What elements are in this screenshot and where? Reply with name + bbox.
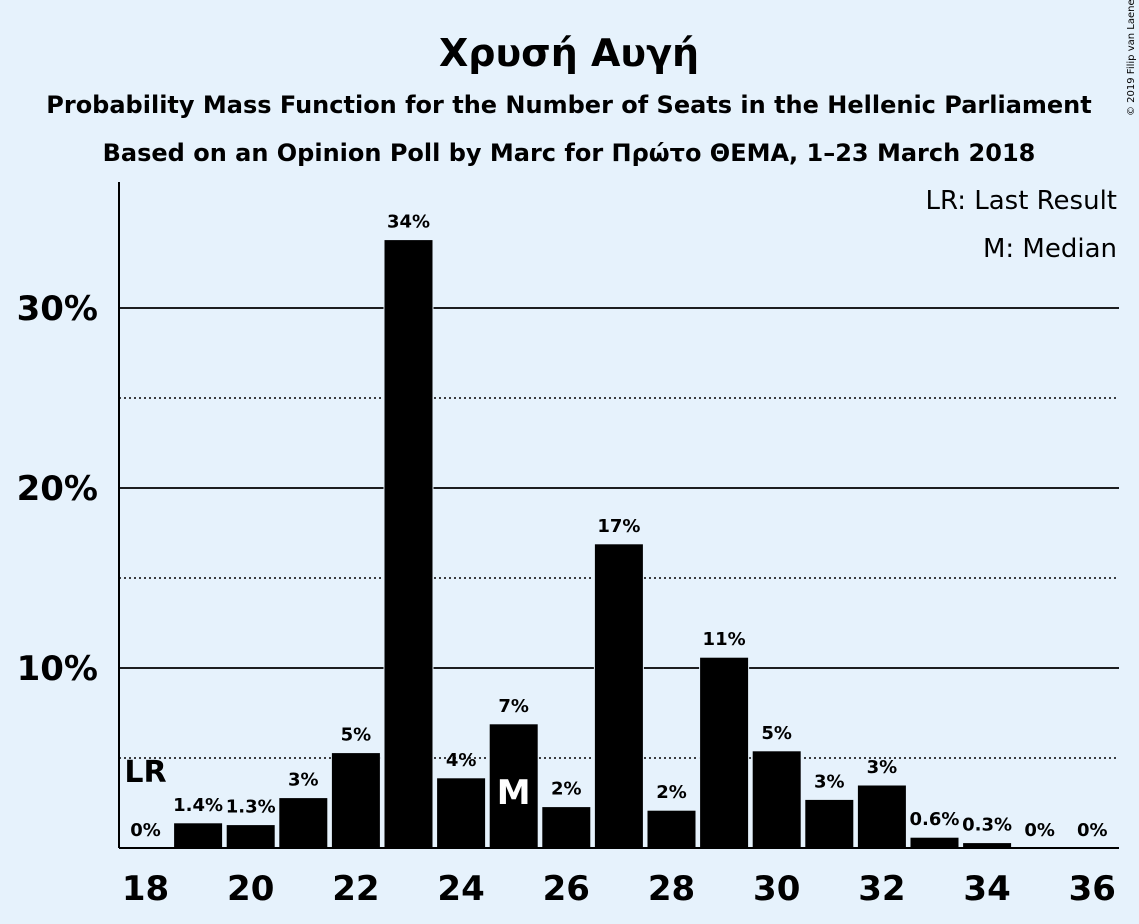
bar-label: 11% bbox=[703, 629, 746, 650]
bar-label: 1.4% bbox=[173, 795, 223, 816]
y-tick-label: 10% bbox=[17, 649, 98, 689]
bar-label: 7% bbox=[498, 696, 529, 717]
bar bbox=[225, 824, 276, 849]
bar-label: 2% bbox=[551, 779, 582, 800]
bar bbox=[488, 723, 539, 849]
bar-label: 34% bbox=[387, 212, 430, 233]
bars bbox=[173, 239, 1013, 849]
bar-label: 3% bbox=[288, 770, 319, 791]
bar bbox=[804, 798, 855, 849]
chart-subtitle-1: Probability Mass Function for the Number… bbox=[46, 91, 1091, 119]
bar-label: 0.6% bbox=[910, 809, 960, 830]
bar-label: 0.3% bbox=[962, 815, 1012, 836]
bar bbox=[278, 797, 329, 849]
y-tick-label: 30% bbox=[17, 289, 98, 329]
bar bbox=[436, 777, 487, 849]
bar bbox=[383, 239, 434, 849]
x-tick-label: 20 bbox=[227, 869, 274, 909]
bar bbox=[173, 822, 224, 849]
grid: 10% 20% 30% bbox=[17, 289, 1119, 759]
x-tick-label: 32 bbox=[858, 869, 905, 909]
bar-label: 0% bbox=[1077, 820, 1108, 841]
bar bbox=[593, 543, 644, 849]
bar bbox=[909, 836, 960, 849]
x-tick-label: 26 bbox=[543, 869, 590, 909]
x-tick-label: 30 bbox=[753, 869, 800, 909]
bar-label: 2% bbox=[656, 782, 687, 803]
markers: LR M bbox=[124, 755, 530, 813]
y-tick-label: 20% bbox=[17, 469, 98, 509]
x-tick-label: 28 bbox=[648, 869, 695, 909]
median-marker: M bbox=[497, 773, 531, 813]
last-result-marker: LR bbox=[124, 755, 166, 790]
bar-label: 3% bbox=[814, 771, 845, 792]
bar-label: 1.3% bbox=[226, 797, 276, 818]
bar-label: 3% bbox=[867, 757, 898, 778]
chart-title: Χρυσή Αυγή bbox=[439, 31, 699, 75]
bar-label: 5% bbox=[761, 723, 792, 744]
bar-label: 5% bbox=[341, 725, 372, 746]
bar bbox=[646, 809, 697, 849]
bar bbox=[699, 656, 750, 849]
copyright: © 2019 Filip van Laenen bbox=[1126, 0, 1137, 116]
x-tick-label: 18 bbox=[122, 869, 169, 909]
bar-label: 4% bbox=[446, 750, 477, 771]
bar bbox=[856, 784, 907, 849]
x-tick-label: 22 bbox=[332, 869, 379, 909]
bar bbox=[330, 752, 381, 849]
x-tick-label: 36 bbox=[1069, 869, 1116, 909]
bar bbox=[541, 806, 592, 849]
axes: 18 20 22 24 26 28 30 32 34 36 bbox=[118, 182, 1119, 909]
bar-label: 0% bbox=[130, 820, 161, 841]
x-tick-label: 24 bbox=[437, 869, 484, 909]
bar-label: 17% bbox=[597, 516, 640, 537]
bar-labels: 0% 1.4% 1.3% 3% 5% 34% 4% 7% 2% 17% 2% 11% 5% 3% 3% 0.6… bbox=[130, 212, 1107, 841]
legend-last-result: LR: Last Result bbox=[925, 186, 1117, 216]
bar bbox=[751, 750, 802, 849]
legend-median: M: Median bbox=[983, 234, 1117, 264]
chart-subtitle-2: Based on an Opinion Poll by Marc for Πρώ… bbox=[103, 139, 1036, 167]
bar-label: 0% bbox=[1024, 820, 1055, 841]
x-tick-label: 34 bbox=[963, 869, 1010, 909]
